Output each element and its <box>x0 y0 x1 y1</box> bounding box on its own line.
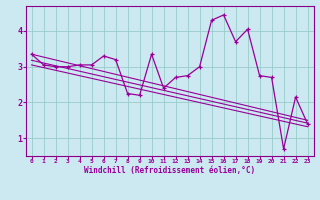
X-axis label: Windchill (Refroidissement éolien,°C): Windchill (Refroidissement éolien,°C) <box>84 166 255 175</box>
